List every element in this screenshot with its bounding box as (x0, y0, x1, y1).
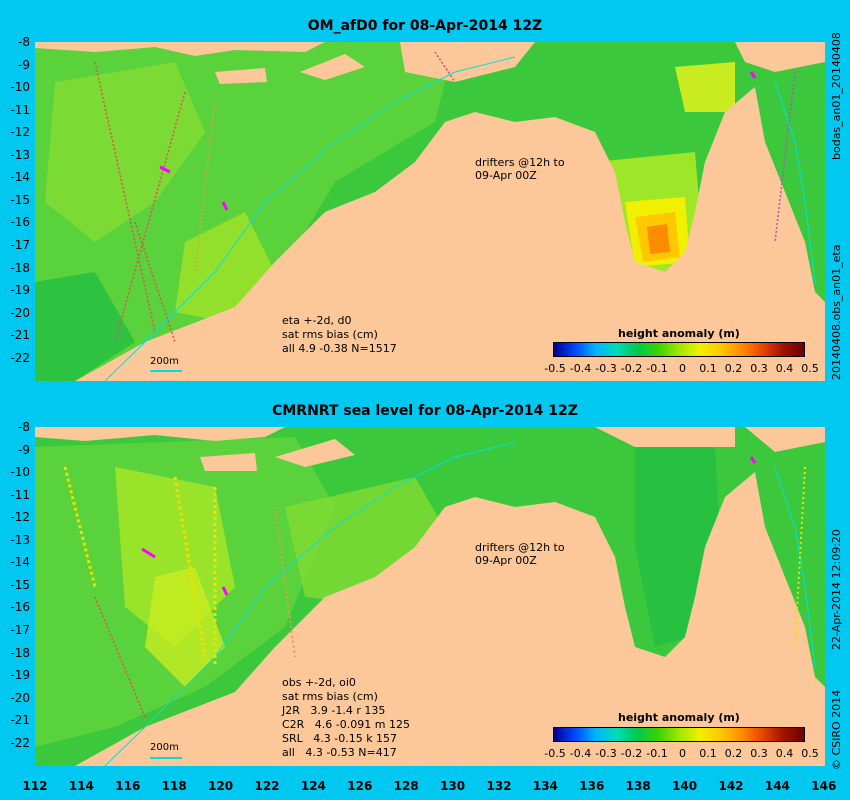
panel1-y-tick: -21 (10, 328, 30, 343)
panel1-title: OM_afD0 for 08-Apr-2014 12Z (307, 18, 543, 34)
panel1-colorbar-title: height anomaly (m) (618, 327, 740, 340)
x-tick: 114 (68, 779, 94, 793)
x-tick: 128 (393, 779, 419, 793)
panel2-colorbar-title: height anomaly (m) (618, 711, 740, 724)
colorbar-tick-label: -0.3 (595, 747, 617, 760)
panel1-map (35, 42, 825, 381)
colorbar-tick-label: -0.2 (620, 747, 643, 760)
panel1-colorbar (553, 342, 805, 357)
panel2-y-tick: -19 (10, 668, 30, 683)
colorbar-tick-label: 0.5 (801, 747, 819, 760)
panel1-y-tick: -22 (10, 350, 30, 365)
colorbar-tick-label: 0.4 (775, 362, 794, 375)
panel2-y-tick: -22 (10, 735, 30, 750)
x-tick: 116 (115, 779, 141, 793)
x-tick: 130 (440, 779, 466, 793)
colorbar-tick-label: 0.2 (724, 747, 743, 760)
colorbar-tick-label: -0.5 (544, 747, 566, 760)
colorbar-tick-label: -0.1 (646, 362, 668, 375)
x-tick: 144 (764, 779, 790, 793)
panel1-info: eta +-2d, d0 sat rms bias (cm) all 4.9 -… (282, 314, 397, 355)
colorbar-tick-label: 0.3 (750, 362, 768, 375)
panel2-y-tick: -17 (10, 622, 30, 637)
x-tick: 118 (161, 779, 187, 793)
panel2-copyright-label: © CSIRO 2014 (830, 689, 843, 770)
colorbar-tick-label: -0.1 (646, 747, 668, 760)
panel1-y-tick: -14 (10, 170, 30, 185)
colorbar-tick-label: 0.1 (699, 362, 717, 375)
panel2-y-tick: -12 (10, 510, 30, 525)
panel1-y-tick: -12 (10, 125, 30, 140)
x-tick: 126 (347, 779, 373, 793)
panel2-y-tick: -8 (18, 420, 30, 434)
panel1-y-tick: -9 (18, 57, 30, 72)
colorbar-tick-label: 0.1 (699, 747, 717, 760)
colorbar-tick-label: -0.4 (569, 747, 592, 760)
panel1-y-tick: -18 (10, 260, 30, 275)
x-tick: 134 (532, 779, 558, 793)
panel1-y-tick: -13 (10, 147, 30, 162)
panel2-y-tick: -21 (10, 713, 30, 728)
panel2-y-tick: -18 (10, 645, 30, 660)
panel2-y-tick: -9 (18, 442, 30, 457)
colorbar-tick-label: 0.3 (750, 747, 768, 760)
panel2-info: obs +-2d, oi0 sat rms bias (cm) J2R 3.9 … (282, 676, 410, 759)
panel1-scale-label: 200m (150, 356, 179, 367)
x-tick: 136 (579, 779, 605, 793)
panel1-y-tick: -10 (10, 80, 30, 95)
panel2-y-tick: -14 (10, 555, 30, 570)
panel1-scale-line (150, 370, 182, 372)
panel1-source-label: bodas_an01_20140408 (830, 32, 843, 160)
colorbar-tick-label: 0 (679, 362, 686, 375)
x-tick: 124 (300, 779, 326, 793)
panel2-drifters-note: drifters @12h to 09-Apr 00Z (475, 541, 565, 567)
x-tick: 138 (625, 779, 651, 793)
panel1-y-tick: -15 (10, 192, 30, 207)
panel1-y-tick: -16 (10, 215, 30, 230)
colorbar-tick-label: -0.4 (569, 362, 592, 375)
panel2-y-tick: -20 (10, 690, 30, 705)
panel1-y-tick: -20 (10, 305, 30, 320)
colorbar-tick-label: 0 (679, 747, 686, 760)
x-tick: 146 (811, 779, 837, 793)
colorbar-tick-label: 0.4 (775, 747, 794, 760)
panel2-timestamp-label: 22-Apr-2014 12:09:20 (830, 529, 843, 650)
x-tick: 142 (718, 779, 744, 793)
x-tick: 120 (208, 779, 234, 793)
panel1-y-tick: -11 (10, 102, 30, 117)
panel1-y-tick: -19 (10, 283, 30, 298)
panel1-file-label: 20140408.obs_an01_eta (830, 244, 843, 380)
panel2-y-tick: -15 (10, 577, 30, 592)
x-tick: 140 (672, 779, 698, 793)
x-tick: 122 (254, 779, 280, 793)
panel2-map (35, 427, 825, 766)
colorbar-tick-label: -0.5 (544, 362, 566, 375)
panel2-scale-line (150, 757, 182, 759)
x-tick: 112 (22, 779, 48, 793)
panel2-y-tick: -11 (10, 487, 30, 502)
panel2-y-tick: -13 (10, 532, 30, 547)
colorbar-tick-label: 0.5 (801, 362, 819, 375)
panel1-drifters-note: drifters @12h to 09-Apr 00Z (475, 156, 565, 182)
panel2-y-tick: -10 (10, 465, 30, 480)
panel2-y-tick: -16 (10, 600, 30, 615)
colorbar-tick-label: -0.3 (595, 362, 617, 375)
colorbar-tick-label: -0.2 (620, 362, 643, 375)
panel2-colorbar (553, 727, 805, 742)
x-tick: 132 (486, 779, 512, 793)
panel1-y-tick: -8 (18, 35, 30, 49)
panel2-title: CMRNRT sea level for 08-Apr-2014 12Z (272, 403, 578, 419)
panel2-scale-label: 200m (150, 742, 179, 753)
panel1-y-tick: -17 (10, 237, 30, 252)
colorbar-tick-label: 0.2 (724, 362, 743, 375)
